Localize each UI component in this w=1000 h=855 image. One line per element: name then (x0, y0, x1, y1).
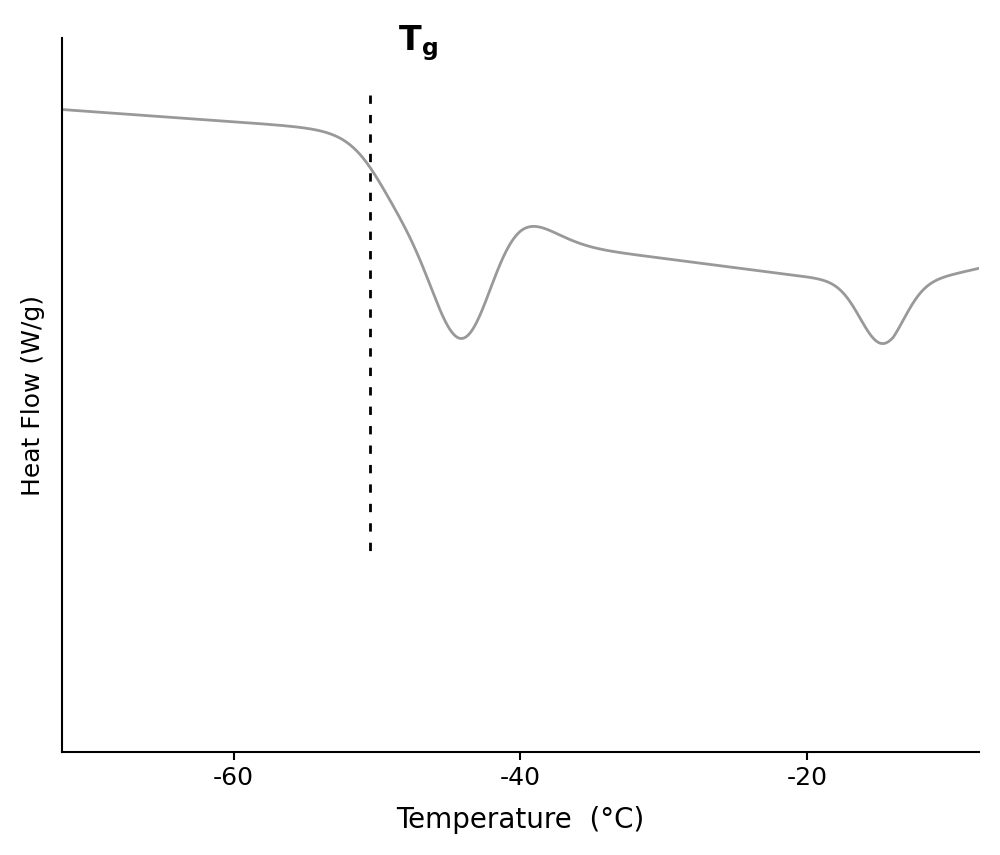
Y-axis label: Heat Flow (W/g): Heat Flow (W/g) (21, 295, 45, 496)
Text: $\mathbf{T_g}$: $\mathbf{T_g}$ (398, 23, 438, 62)
X-axis label: Temperature  (°C): Temperature (°C) (396, 806, 644, 834)
